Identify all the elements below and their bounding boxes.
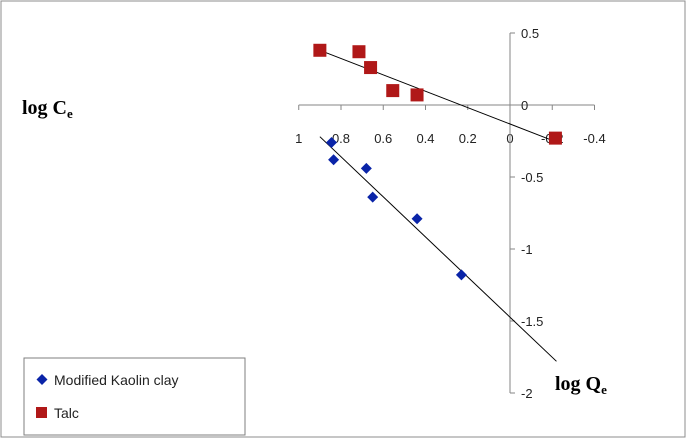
data-point-talc — [548, 131, 562, 145]
y-axis-title: log Qe — [555, 373, 607, 397]
y-axis-title-subscript: e — [601, 382, 607, 397]
y-tick-label: -0.5 — [521, 170, 543, 185]
legend-marker-talc — [36, 407, 47, 418]
y-tick-label: -1 — [521, 242, 533, 257]
data-point-kaolin — [360, 162, 372, 174]
y-tick-label: 0 — [521, 98, 528, 113]
data-point-talc — [410, 88, 424, 102]
x-tick-label: 0.6 — [374, 131, 392, 146]
data-point-kaolin — [367, 191, 379, 203]
x-axis-title: log Ce — [22, 97, 73, 121]
y-axis-title-main: log Q — [555, 373, 601, 395]
data-point-talc — [313, 43, 327, 57]
x-tick-label: 0.2 — [459, 131, 477, 146]
data-point-kaolin — [455, 269, 467, 281]
trendlines — [319, 49, 557, 362]
legend-marker-modified-kaolin-clay — [36, 374, 48, 385]
data-point-kaolin — [325, 136, 337, 148]
data-point-talc — [364, 61, 378, 75]
data-point-talc — [352, 45, 366, 59]
x-axis-title-main: log C — [22, 97, 67, 119]
legend-label-modified-kaolin-clay: Modified Kaolin clay — [54, 372, 179, 388]
data-points — [313, 43, 562, 281]
trendline-series-1 — [319, 49, 551, 141]
x-tick-label: 1 — [295, 131, 302, 146]
legend-box — [23, 357, 246, 436]
legend: Modified Kaolin clay Talc — [23, 357, 246, 436]
data-point-talc — [386, 84, 400, 98]
y-tick-label: -2 — [521, 386, 533, 401]
trendline-series-0 — [319, 136, 557, 362]
y-tick-label: -1.5 — [521, 314, 543, 329]
axes: 10.80.60.40.20-0.2-0.40.50-0.5-1-1.5-2 — [295, 26, 606, 401]
data-point-kaolin — [411, 213, 423, 225]
x-tick-label: -0.4 — [583, 131, 605, 146]
x-axis-title-subscript: e — [67, 106, 73, 121]
legend-label-talc: Talc — [54, 405, 79, 421]
data-point-kaolin — [328, 154, 340, 166]
y-tick-label: 0.5 — [521, 26, 539, 41]
x-tick-label: 0.4 — [416, 131, 434, 146]
